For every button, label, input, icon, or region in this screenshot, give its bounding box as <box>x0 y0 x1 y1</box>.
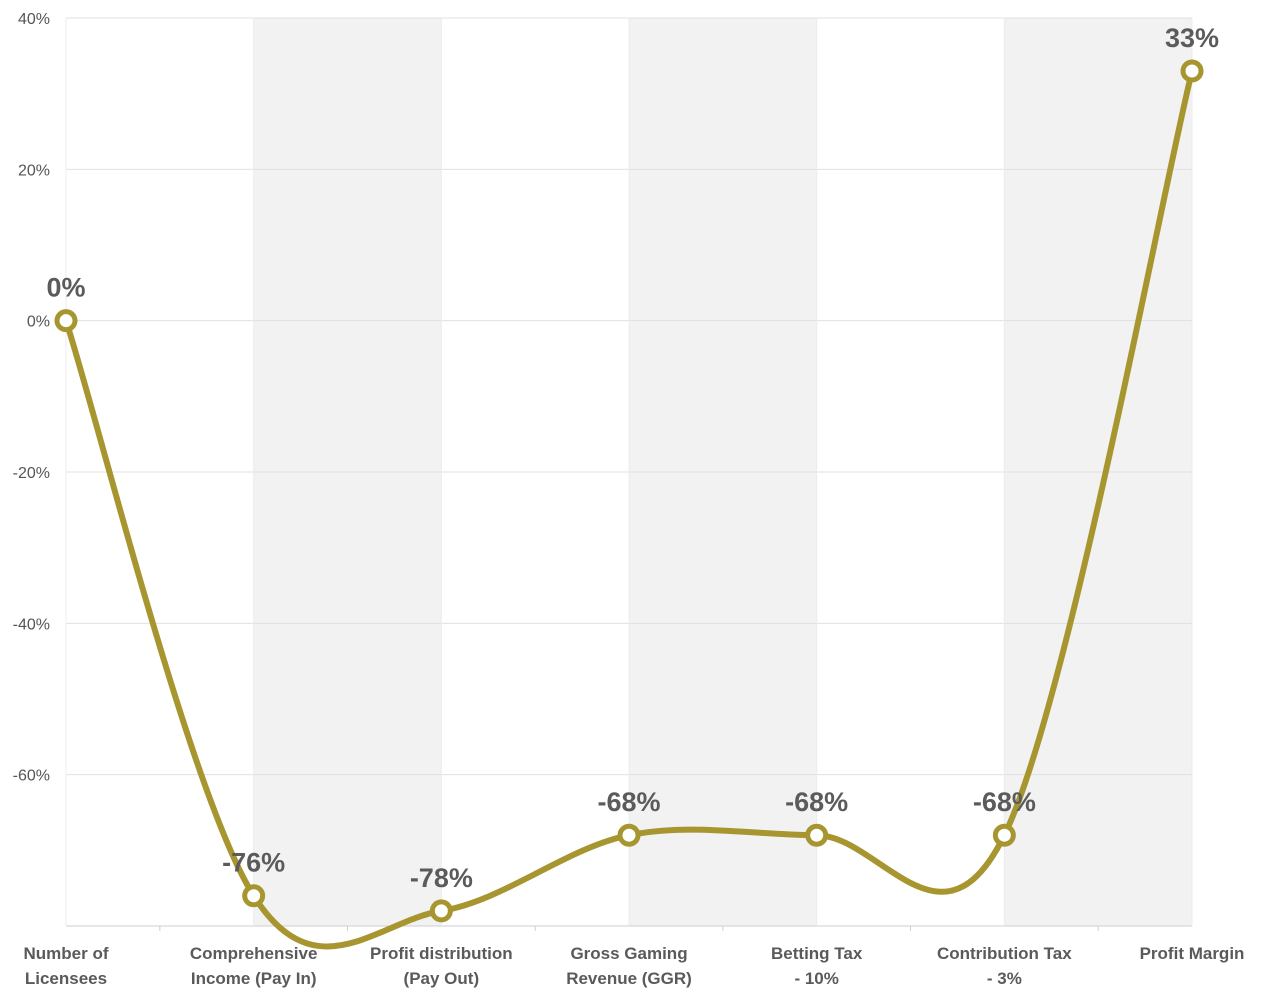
data-labels: 0% -76% -78% -68% -68% -68% 33% <box>46 23 1219 893</box>
x-tick-label: Number of Licensees <box>24 944 109 988</box>
series-line-group <box>63 67 1196 950</box>
y-tick-label: 0% <box>27 314 50 331</box>
x-tick-label: Gross Gaming Revenue (GGR) <box>566 944 692 988</box>
data-label: 33% <box>1165 23 1219 53</box>
data-label: -78% <box>410 863 473 893</box>
data-point <box>54 309 78 333</box>
x-tick-label: Comprehensive Income (Pay In) <box>190 944 318 988</box>
x-tick-label: Profit Margin <box>1140 944 1245 963</box>
x-tick-label: Profit distribution (Pay Out) <box>370 944 513 988</box>
data-point <box>429 899 453 923</box>
data-point <box>805 823 829 847</box>
data-label: -68% <box>973 787 1036 817</box>
data-label: -76% <box>222 848 285 878</box>
data-point <box>992 823 1016 847</box>
data-label: -68% <box>597 787 660 817</box>
x-tick-label: Contribution Tax - 3% <box>937 944 1072 988</box>
data-point <box>617 823 641 847</box>
data-points <box>54 59 1204 923</box>
data-point <box>242 884 266 908</box>
y-tick-label: -40% <box>13 616 50 633</box>
data-label: -68% <box>785 787 848 817</box>
series-line <box>63 67 1196 950</box>
data-point <box>1180 59 1204 83</box>
x-tick-label: Betting Tax - 10% <box>771 944 863 988</box>
y-axis-ticks: 40% 20% 0% -20% -40% -60% <box>13 11 50 785</box>
y-tick-label: 20% <box>18 162 50 179</box>
y-tick-label: 40% <box>18 11 50 28</box>
data-label: 0% <box>46 273 85 303</box>
y-tick-label: -20% <box>13 465 50 482</box>
y-tick-label: -60% <box>13 768 50 785</box>
x-axis-ticks: Number of Licensees Comprehensive Income (P… <box>24 944 1245 988</box>
gridlines <box>65 17 1193 931</box>
